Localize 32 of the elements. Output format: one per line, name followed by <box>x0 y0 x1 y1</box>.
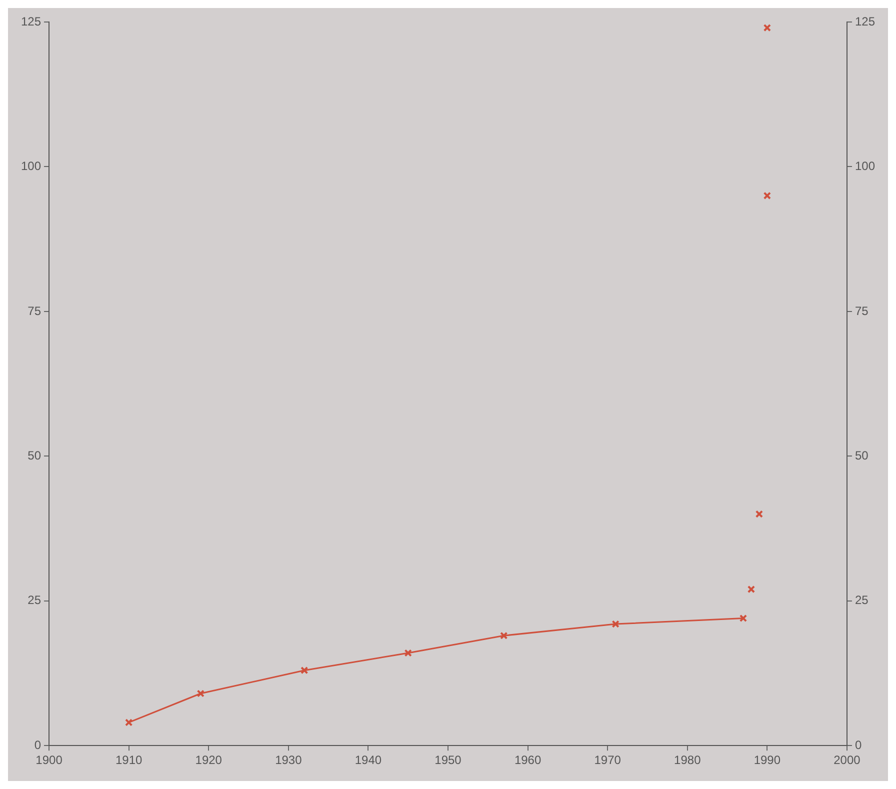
x-tick-label: 1900 <box>36 753 63 768</box>
y2-tick-label: 125 <box>854 14 876 28</box>
y-tick-label: 100 <box>20 159 42 174</box>
point <box>747 585 756 594</box>
x-tick-label: 1950 <box>434 753 462 768</box>
point <box>763 24 772 32</box>
y-tick-label: 125 <box>20 14 42 28</box>
y2-tick-label: 75 <box>854 304 869 318</box>
x-tick-label: 1930 <box>275 753 302 768</box>
point <box>196 690 204 698</box>
x-tick-label: 1960 <box>514 753 542 768</box>
y-tick-label: 25 <box>28 593 42 608</box>
x-tick-label: 1970 <box>594 753 622 768</box>
x-tick-label: 1980 <box>674 753 702 768</box>
x-tick-label: 1920 <box>195 753 222 768</box>
point <box>404 649 412 657</box>
x-tick-label: 1910 <box>115 753 142 768</box>
y2-tick-label: 100 <box>854 159 876 174</box>
x-tick-label: 1940 <box>354 753 382 768</box>
point <box>755 510 764 518</box>
point <box>763 192 772 200</box>
point <box>612 620 620 628</box>
point <box>300 666 308 674</box>
y2-tick-label: 25 <box>854 593 869 608</box>
x-tick-label: 1990 <box>754 753 781 768</box>
y2-tick-label: 0 <box>854 738 862 752</box>
x-tick-label: 2000 <box>834 753 861 768</box>
y2-tick-label: 50 <box>854 448 869 462</box>
point <box>500 632 508 640</box>
y-tick-label: 50 <box>28 448 42 462</box>
y-tick-label: 0 <box>34 738 42 752</box>
y-tick-label: 75 <box>28 304 42 318</box>
